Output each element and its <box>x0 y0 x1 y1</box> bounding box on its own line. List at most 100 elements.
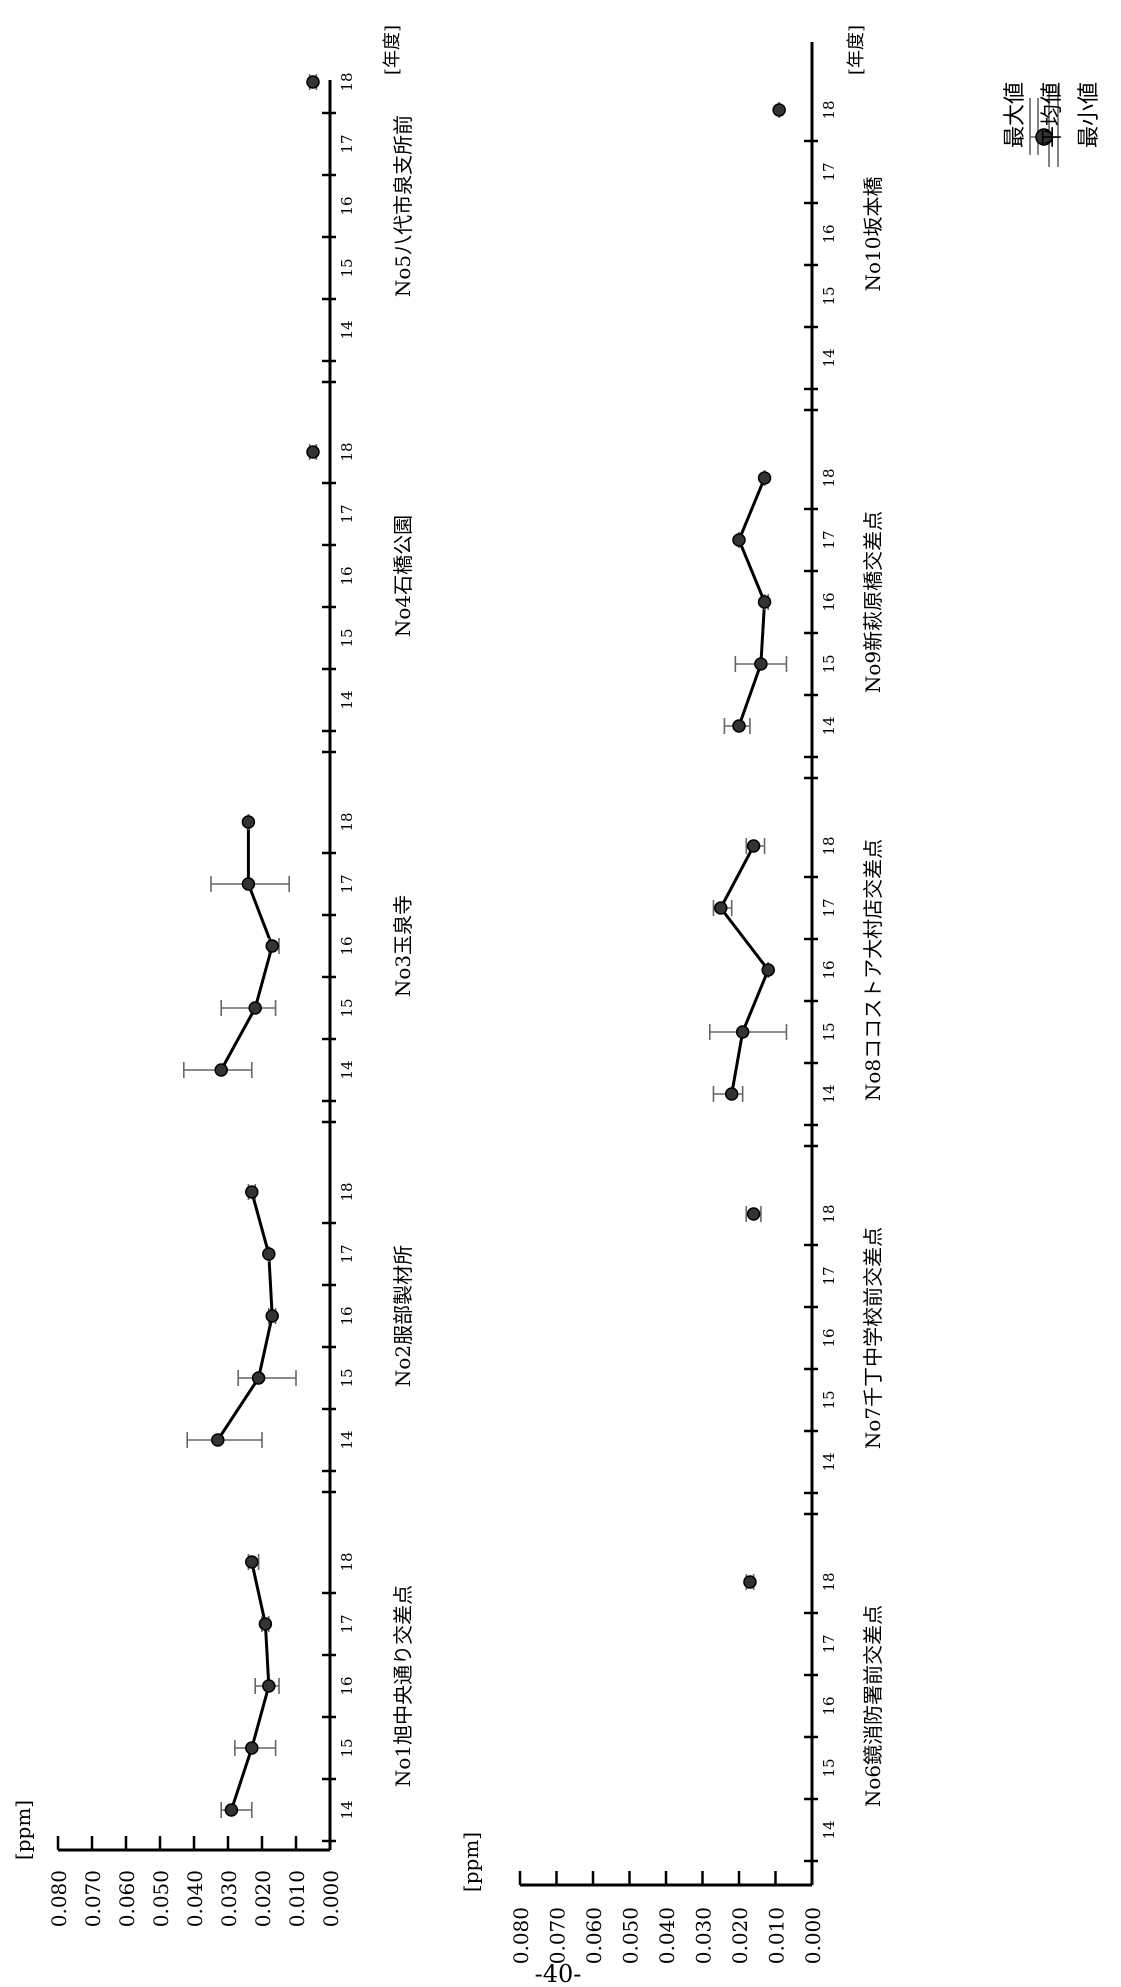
x-tick-label: 17 <box>338 504 356 523</box>
series-line <box>718 845 770 1095</box>
x-tick-label: 15 <box>820 654 838 673</box>
x-tick-label: 16 <box>338 936 356 955</box>
data-point <box>265 939 279 953</box>
x-tick-label: 17 <box>338 134 356 153</box>
y-tick-label: 0.070 <box>81 1870 105 1927</box>
x-tick-label: 17 <box>820 1634 838 1653</box>
series-label: No8ココストア大村店交差点 <box>861 839 885 1101</box>
x-tick-label: 14 <box>338 1800 356 1819</box>
data-point <box>258 1617 273 1631</box>
data-point <box>732 533 746 547</box>
x-tick-label: 16 <box>338 1306 356 1325</box>
x-tick-label: 15 <box>338 1738 356 1757</box>
data-point <box>245 1555 259 1569</box>
series-label: No4石橋公園 <box>391 515 415 637</box>
legend-max-min-icon <box>1029 86 1059 167</box>
y-tick-label: 0.010 <box>285 1870 309 1927</box>
x-tick-label: 15 <box>338 998 356 1017</box>
y-tick-label: 0.040 <box>183 1870 207 1927</box>
x-tick-label: 14 <box>820 1820 838 1839</box>
x-tick-label: 14 <box>820 348 838 367</box>
chart-2: 0.000 0.010 0.020 0.030 0.040 0.050 0.060 0.070… <box>459 25 885 1964</box>
x-tick-label: 17 <box>338 1614 356 1633</box>
panel-4: 14 15 16 17 18 No4石橋公園 <box>306 442 415 754</box>
x-tick-label: 15 <box>820 1022 838 1041</box>
legend-mean-marker <box>1035 128 1053 146</box>
x-tick-label: 14 <box>338 690 356 709</box>
x-tick-label: 16 <box>820 592 838 611</box>
x-tick-label: 14 <box>820 1084 838 1103</box>
x-tick-label: 17 <box>820 162 838 181</box>
y-tick-label: 0.050 <box>149 1870 173 1927</box>
panel-4: 14 15 16 17 18 No9新萩原橋交差点 <box>723 468 885 780</box>
data-point <box>735 1025 750 1039</box>
x-tick-label: 14 <box>338 320 356 339</box>
x-tick-label: 18 <box>338 1552 356 1571</box>
x-tick-label: 18 <box>338 72 356 91</box>
x-tick-label: 15 <box>820 1758 838 1777</box>
x-tick-label: 15 <box>820 286 838 305</box>
x-tick-label: 16 <box>820 224 838 243</box>
data-point <box>761 963 775 977</box>
series-label: No10坂本橋 <box>861 177 885 292</box>
panel-5: 14 15 16 17 18 No5八代市泉支所前 <box>306 72 415 384</box>
x-tick-label: 16 <box>338 566 356 585</box>
x-tick-label: 14 <box>820 1452 838 1471</box>
x-tick-label: 17 <box>820 1266 838 1285</box>
data-point <box>211 1433 225 1447</box>
legend-mean-label: 平均値 <box>1040 82 1065 148</box>
data-point <box>746 1207 761 1221</box>
data-point <box>251 1371 266 1385</box>
data-point <box>746 839 761 853</box>
panel-3: 14 15 16 17 18 No8ココストア大村店交差点 <box>708 836 885 1148</box>
y-tick-label: 0.030 <box>217 1870 241 1927</box>
panel-1: 14 15 16 17 18 No6鏡消防署前交差点 <box>743 1572 885 1863</box>
chart-1: 0.000 0.010 0.020 0.030 0.040 0.050 0.060 0.070… <box>11 25 415 1927</box>
x-tick-label: 15 <box>338 1368 356 1387</box>
series-label: No1旭中央通り交差点 <box>391 1585 415 1787</box>
x-tick-label: 18 <box>338 812 356 831</box>
x-axis-label: [年度] <box>382 25 403 75</box>
series-label: No3玉泉寺 <box>391 895 415 997</box>
legend-min-label: 最小値 <box>1077 82 1102 148</box>
y-tick-label: 0.050 <box>619 1907 643 1964</box>
series-label: No9新萩原橋交差点 <box>861 511 885 693</box>
x-tick-label: 18 <box>820 836 838 855</box>
x-tick-label: 15 <box>338 628 356 647</box>
data-point <box>757 595 772 609</box>
x-tick-label: 18 <box>820 100 838 119</box>
series-line <box>216 1191 274 1441</box>
data-point <box>306 445 320 459</box>
data-point <box>714 901 728 915</box>
panel-2: 14 15 16 17 18 No7千丁中学校前交差点 <box>745 1204 885 1516</box>
y-tick-label: 0.080 <box>47 1870 71 1927</box>
charts-root: 0.000 0.010 0.020 0.030 0.040 0.050 0.060 0.070… <box>11 25 885 1964</box>
panel-1: 14 15 16 17 18 No1旭中央通り交差点 <box>220 1552 415 1843</box>
series-line <box>219 822 274 1071</box>
x-tick-label: 18 <box>338 1182 356 1201</box>
x-tick-label: 16 <box>820 1696 838 1715</box>
x-tick-label: 16 <box>820 960 838 979</box>
page-number: -40- <box>535 1960 582 1987</box>
y-tick-label: 0.080 <box>509 1907 533 1964</box>
y-tick-label: 0.040 <box>655 1907 679 1964</box>
series-label: No5八代市泉支所前 <box>391 115 415 297</box>
y-tick-label: 0.060 <box>115 1870 139 1927</box>
panel-5: 14 15 16 17 18 No10坂本橋 <box>772 100 885 412</box>
x-tick-label: 18 <box>820 1204 838 1223</box>
legend: 最大値 平均値 最小値 <box>1003 82 1102 167</box>
data-point <box>214 1063 228 1077</box>
x-tick-label: 17 <box>820 530 838 549</box>
data-point <box>265 1309 279 1323</box>
data-point <box>757 471 772 485</box>
series-label: No2服部製材所 <box>391 1245 415 1387</box>
data-point <box>743 1575 757 1589</box>
series-label: No7千丁中学校前交差点 <box>861 1227 885 1449</box>
x-tick-label: 16 <box>338 1676 356 1695</box>
x-axis-label: [年度] <box>846 25 867 75</box>
data-point <box>245 1185 259 1199</box>
x-tick-label: 17 <box>338 1244 356 1263</box>
legend-max-label: 最大値 <box>1003 82 1028 148</box>
data-point <box>724 1087 739 1101</box>
data-point <box>262 1679 276 1693</box>
